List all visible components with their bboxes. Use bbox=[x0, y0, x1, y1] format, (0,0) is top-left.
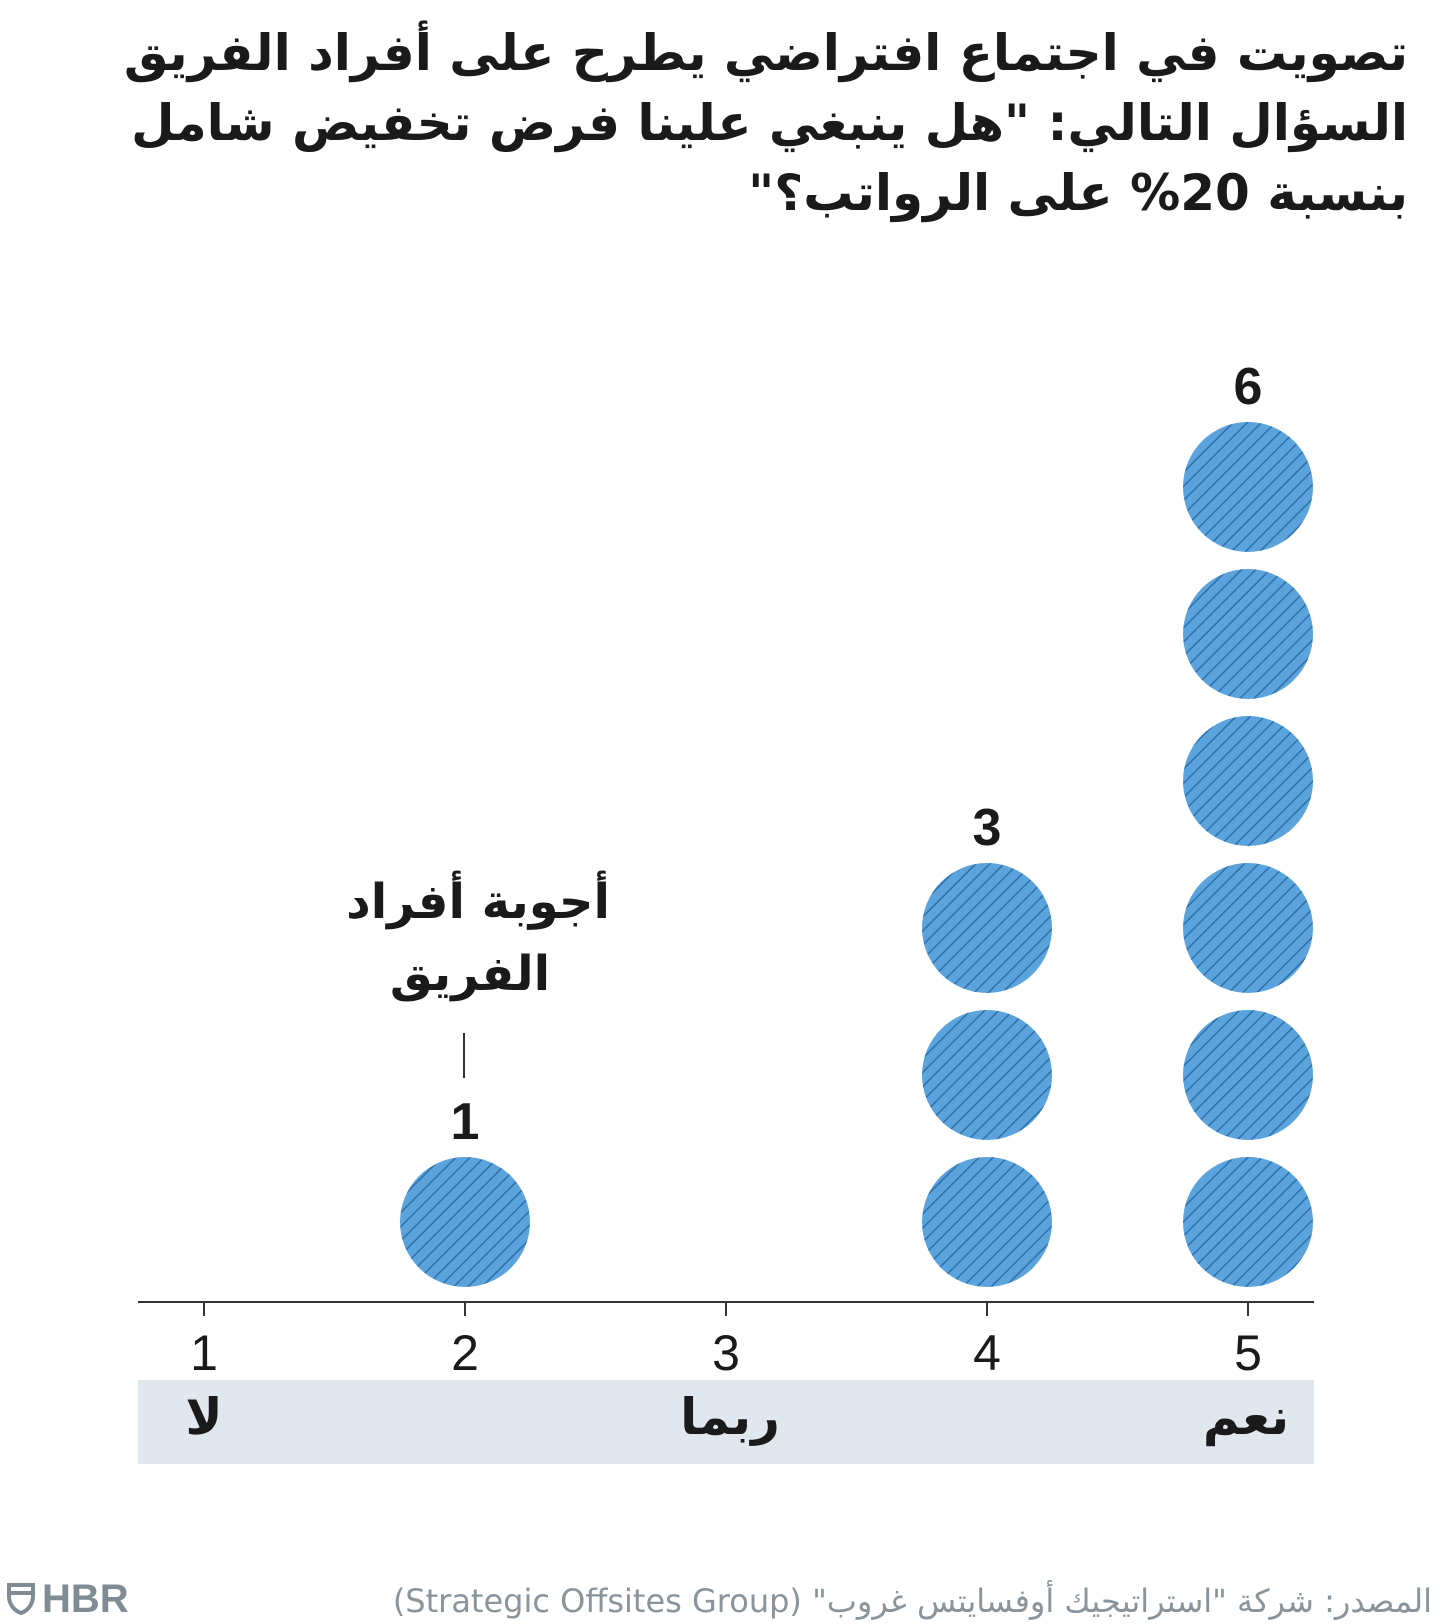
x-tick-label: 2 bbox=[451, 1325, 479, 1381]
dot-marks bbox=[400, 422, 1313, 1287]
dot-chart: 1 2 3 4 5 1 3 6 لا ربما نعم أجوبة أفراد الفريق bbox=[138, 358, 1314, 1464]
count-label: 1 bbox=[451, 1093, 480, 1151]
annotation-line-1: أجوبة أفراد bbox=[346, 870, 610, 930]
source-note: المصدر: شركة "استراتيجيك أوفسايتس غروب" … bbox=[392, 1582, 1432, 1620]
x-tick-label: 5 bbox=[1234, 1325, 1262, 1381]
response-dot bbox=[1183, 1010, 1313, 1140]
response-dot bbox=[1183, 863, 1313, 993]
count-label: 3 bbox=[973, 799, 1002, 857]
x-tick-label: 1 bbox=[190, 1325, 218, 1381]
hbr-logo-text: HBR bbox=[42, 1576, 129, 1621]
count-labels: 1 3 6 bbox=[451, 358, 1263, 1151]
response-dot bbox=[1183, 1157, 1313, 1287]
response-dot bbox=[922, 1010, 1052, 1140]
hbr-shield-icon bbox=[7, 1583, 35, 1616]
scale-label-no: لا bbox=[185, 1388, 222, 1446]
hbr-logo: HBR bbox=[6, 1574, 129, 1624]
chart-title: تصويت في اجتماع افتراضي يطرح على أفراد ا… bbox=[123, 24, 1408, 222]
response-dot bbox=[922, 863, 1052, 993]
x-tick-label: 3 bbox=[712, 1325, 740, 1381]
scale-band bbox=[138, 1380, 1314, 1464]
response-dot bbox=[922, 1157, 1052, 1287]
response-dot bbox=[1183, 569, 1313, 699]
x-tick-label: 4 bbox=[973, 1325, 1001, 1381]
scale-label-yes: نعم bbox=[1203, 1388, 1289, 1446]
x-ticks: 1 2 3 4 5 bbox=[190, 1302, 1262, 1381]
response-dot bbox=[1183, 716, 1313, 846]
response-dot bbox=[400, 1157, 530, 1287]
scale-label-maybe: ربما bbox=[680, 1388, 780, 1446]
response-dot bbox=[1183, 422, 1313, 552]
count-label: 6 bbox=[1234, 358, 1263, 416]
annotation-line-2: الفريق bbox=[390, 946, 550, 1002]
